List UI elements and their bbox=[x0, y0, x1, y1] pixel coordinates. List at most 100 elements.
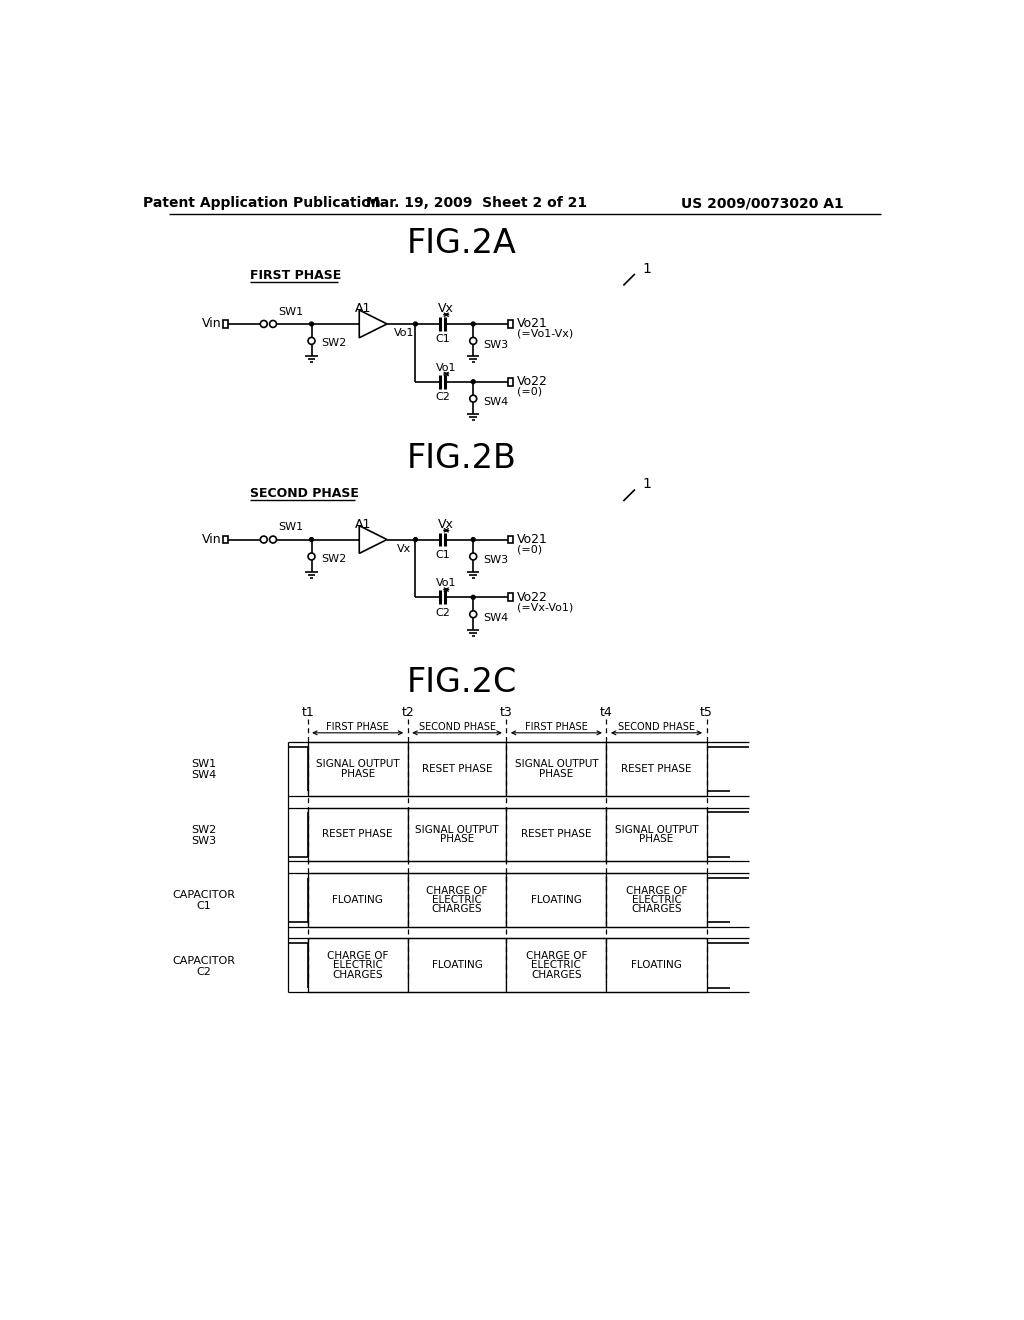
Bar bbox=[307, 808, 408, 862]
Text: CHARGE OF: CHARGE OF bbox=[525, 952, 587, 961]
Text: FLOATING: FLOATING bbox=[431, 961, 482, 970]
Circle shape bbox=[471, 322, 475, 326]
Text: SECOND PHASE: SECOND PHASE bbox=[617, 722, 695, 731]
Bar bbox=[606, 742, 707, 796]
Text: C2: C2 bbox=[197, 966, 211, 977]
Text: SIGNAL OUTPUT: SIGNAL OUTPUT bbox=[614, 825, 698, 834]
Text: CHARGE OF: CHARGE OF bbox=[626, 886, 687, 896]
Circle shape bbox=[414, 537, 418, 541]
Text: Vo21: Vo21 bbox=[517, 533, 548, 546]
Text: Vx: Vx bbox=[438, 517, 455, 531]
Text: SIGNAL OUTPUT: SIGNAL OUTPUT bbox=[315, 759, 399, 770]
Text: Vin: Vin bbox=[202, 317, 221, 330]
Circle shape bbox=[471, 537, 475, 541]
Bar bbox=[408, 742, 506, 796]
Bar bbox=[307, 873, 408, 927]
Text: FIRST PHASE: FIRST PHASE bbox=[250, 269, 341, 282]
Text: US 2009/0073020 A1: US 2009/0073020 A1 bbox=[681, 197, 844, 210]
Text: FIG.2B: FIG.2B bbox=[407, 442, 516, 475]
Text: SW4: SW4 bbox=[483, 612, 509, 623]
Text: RESET PHASE: RESET PHASE bbox=[622, 764, 692, 774]
Text: A1: A1 bbox=[355, 302, 372, 315]
Text: FLOATING: FLOATING bbox=[631, 961, 682, 970]
Text: C2: C2 bbox=[435, 392, 450, 403]
Text: PHASE: PHASE bbox=[540, 768, 573, 779]
Text: Vo21: Vo21 bbox=[517, 317, 548, 330]
Circle shape bbox=[414, 322, 418, 326]
Bar bbox=[508, 536, 513, 544]
Bar bbox=[606, 808, 707, 862]
Text: 1: 1 bbox=[642, 261, 651, 276]
Text: SW2: SW2 bbox=[191, 825, 216, 834]
Text: (=0): (=0) bbox=[517, 387, 543, 397]
Text: RESET PHASE: RESET PHASE bbox=[521, 829, 592, 840]
Text: CAPACITOR: CAPACITOR bbox=[172, 890, 236, 900]
Text: CHARGE OF: CHARGE OF bbox=[327, 952, 388, 961]
Bar bbox=[408, 939, 506, 993]
Text: CAPACITOR: CAPACITOR bbox=[172, 956, 236, 966]
Text: SW2: SW2 bbox=[322, 338, 347, 348]
Text: FIG.2C: FIG.2C bbox=[407, 665, 517, 698]
Text: FLOATING: FLOATING bbox=[530, 895, 582, 906]
Text: SW3: SW3 bbox=[483, 339, 508, 350]
Bar bbox=[506, 873, 606, 927]
Text: ELECTRIC: ELECTRIC bbox=[432, 895, 482, 906]
Text: (=Vx-Vo1): (=Vx-Vo1) bbox=[517, 602, 573, 612]
Text: SIGNAL OUTPUT: SIGNAL OUTPUT bbox=[415, 825, 499, 834]
Text: Vo22: Vo22 bbox=[517, 375, 548, 388]
Text: ELECTRIC: ELECTRIC bbox=[333, 961, 383, 970]
Bar bbox=[223, 321, 228, 327]
Text: t2: t2 bbox=[401, 706, 414, 719]
Text: Vx: Vx bbox=[396, 544, 411, 554]
Circle shape bbox=[471, 595, 475, 599]
Text: CHARGES: CHARGES bbox=[432, 904, 482, 915]
Bar bbox=[408, 873, 506, 927]
Text: Vin: Vin bbox=[202, 533, 221, 546]
Text: Vo22: Vo22 bbox=[517, 591, 548, 603]
Circle shape bbox=[471, 380, 475, 384]
Text: SW1: SW1 bbox=[279, 523, 303, 532]
Text: Vo1: Vo1 bbox=[393, 329, 414, 338]
Text: CHARGES: CHARGES bbox=[333, 970, 383, 979]
Text: Vo1: Vo1 bbox=[436, 578, 457, 589]
Text: C2: C2 bbox=[435, 607, 450, 618]
Bar bbox=[223, 536, 228, 544]
Text: t3: t3 bbox=[500, 706, 513, 719]
Bar bbox=[606, 873, 707, 927]
Text: PHASE: PHASE bbox=[639, 834, 674, 843]
Text: CHARGES: CHARGES bbox=[531, 970, 582, 979]
Circle shape bbox=[309, 537, 313, 541]
Bar bbox=[508, 594, 513, 601]
Text: (=Vo1-Vx): (=Vo1-Vx) bbox=[517, 329, 573, 339]
Bar bbox=[506, 742, 606, 796]
Bar bbox=[307, 939, 408, 993]
Bar bbox=[508, 321, 513, 327]
Text: PHASE: PHASE bbox=[341, 768, 375, 779]
Text: A1: A1 bbox=[355, 517, 372, 531]
Bar bbox=[408, 808, 506, 862]
Text: FLOATING: FLOATING bbox=[332, 895, 383, 906]
Text: CHARGES: CHARGES bbox=[631, 904, 682, 915]
Text: Vo1: Vo1 bbox=[436, 363, 457, 372]
Text: C1: C1 bbox=[435, 550, 450, 560]
Bar bbox=[506, 939, 606, 993]
Text: SW1: SW1 bbox=[191, 759, 216, 770]
Text: SW4: SW4 bbox=[483, 397, 509, 408]
Text: ELECTRIC: ELECTRIC bbox=[531, 961, 582, 970]
Text: t4: t4 bbox=[600, 706, 612, 719]
Text: SW4: SW4 bbox=[191, 770, 216, 780]
Text: SECOND PHASE: SECOND PHASE bbox=[250, 487, 358, 500]
Text: CHARGE OF: CHARGE OF bbox=[426, 886, 487, 896]
Text: SW3: SW3 bbox=[191, 836, 216, 846]
Text: C1: C1 bbox=[197, 902, 211, 911]
Text: SW3: SW3 bbox=[483, 556, 508, 565]
Text: FIRST PHASE: FIRST PHASE bbox=[525, 722, 588, 731]
Text: SW2: SW2 bbox=[322, 554, 347, 564]
Text: t1: t1 bbox=[301, 706, 314, 719]
Text: (=0): (=0) bbox=[517, 545, 543, 554]
Text: C1: C1 bbox=[435, 334, 450, 345]
Text: Vx: Vx bbox=[438, 302, 455, 315]
Text: PHASE: PHASE bbox=[440, 834, 474, 843]
Bar bbox=[606, 939, 707, 993]
Text: ELECTRIC: ELECTRIC bbox=[632, 895, 681, 906]
